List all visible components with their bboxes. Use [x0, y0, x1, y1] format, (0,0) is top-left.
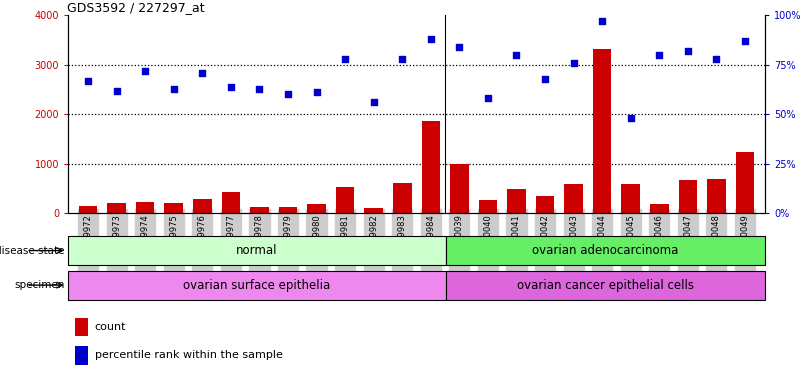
Point: [453, 44, 465, 50]
Bar: [707, 179, 726, 213]
Bar: [75, 318, 87, 336]
Bar: [68, 236, 445, 265]
Point: [624, 115, 637, 121]
Text: count: count: [95, 322, 126, 332]
Point: [510, 52, 523, 58]
Text: specimen: specimen: [14, 280, 65, 290]
Point: [282, 91, 295, 98]
Bar: [279, 207, 297, 213]
Point: [310, 89, 323, 96]
Bar: [479, 200, 497, 213]
Point: [596, 18, 609, 24]
Point: [196, 70, 209, 76]
Point: [481, 95, 494, 101]
Text: GDS3592 / 227297_at: GDS3592 / 227297_at: [67, 1, 205, 14]
Bar: [336, 187, 354, 213]
Point: [339, 56, 352, 62]
Point: [653, 52, 666, 58]
Bar: [735, 152, 755, 213]
Bar: [445, 236, 765, 265]
Bar: [164, 203, 183, 213]
Bar: [364, 208, 383, 213]
Bar: [250, 207, 268, 213]
Point: [253, 86, 266, 92]
Bar: [678, 179, 697, 213]
Point: [224, 83, 237, 89]
Bar: [622, 184, 640, 213]
Text: ovarian cancer epithelial cells: ovarian cancer epithelial cells: [517, 279, 694, 291]
Bar: [75, 346, 87, 364]
Bar: [136, 202, 155, 213]
Bar: [536, 196, 554, 213]
Bar: [421, 121, 440, 213]
Point: [111, 88, 123, 94]
Bar: [593, 50, 611, 213]
Bar: [565, 184, 583, 213]
Bar: [68, 271, 445, 300]
Text: ovarian adenocarcinoma: ovarian adenocarcinoma: [532, 244, 678, 257]
Bar: [393, 183, 412, 213]
Point: [739, 38, 751, 44]
Point: [368, 99, 380, 106]
Bar: [507, 189, 525, 213]
Point: [710, 56, 723, 62]
Point: [139, 68, 151, 74]
Bar: [107, 203, 126, 213]
Point: [567, 60, 580, 66]
Point: [167, 86, 180, 92]
Text: disease state: disease state: [0, 245, 65, 256]
Point: [396, 56, 409, 62]
Bar: [78, 206, 98, 213]
Point: [682, 48, 694, 54]
Text: percentile rank within the sample: percentile rank within the sample: [95, 351, 283, 361]
Bar: [650, 204, 669, 213]
Point: [82, 78, 95, 84]
Bar: [445, 271, 765, 300]
Text: ovarian surface epithelia: ovarian surface epithelia: [183, 279, 331, 291]
Bar: [222, 192, 240, 213]
Text: normal: normal: [236, 244, 278, 257]
Bar: [308, 204, 326, 213]
Bar: [193, 199, 211, 213]
Point: [538, 76, 551, 82]
Bar: [450, 164, 469, 213]
Point: [425, 36, 437, 42]
